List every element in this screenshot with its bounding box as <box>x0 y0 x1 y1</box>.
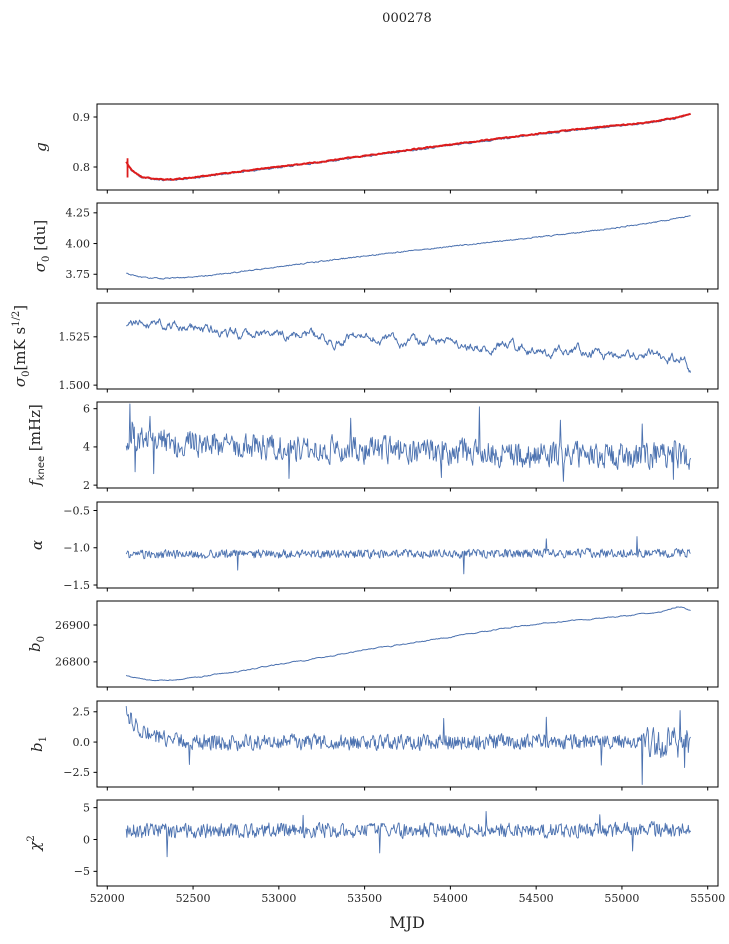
y-axis-label-part: 0 <box>36 636 47 642</box>
series-b0 <box>125 606 691 682</box>
panel-frame <box>96 202 719 290</box>
y-axis-label-part: 1 <box>38 736 49 742</box>
y-tick-label: 1.500 <box>59 379 91 392</box>
y-axis-label-part: σ <box>31 261 49 272</box>
y-tick-label: 0.8 <box>73 161 91 174</box>
y-axis-label-part: α <box>28 540 46 550</box>
y-tick-label: 26900 <box>55 619 90 632</box>
x-tick-label: 54000 <box>433 892 468 905</box>
y-axis-label-part: 1/2 <box>11 311 22 327</box>
x-tick-label: 53000 <box>261 892 296 905</box>
series-sigma0-du <box>126 215 691 280</box>
y-axis-label-part: 0 <box>41 256 52 262</box>
y-axis-label-part: ] <box>11 305 29 311</box>
y-tick-label: −5 <box>74 865 90 878</box>
y-tick-label: 0.9 <box>73 111 91 124</box>
y-axis-label-part: b <box>28 742 46 752</box>
x-tick-label: 55000 <box>604 892 639 905</box>
y-axis-label-part: 2 <box>26 835 37 841</box>
y-tick-label: 3.75 <box>66 268 91 281</box>
y-axis-label-part: f <box>26 478 44 487</box>
x-tick-label: 52000 <box>90 892 125 905</box>
y-tick-label: −2.5 <box>63 766 90 779</box>
x-tick-label: 54500 <box>519 892 554 905</box>
series-gain-fit <box>125 112 692 181</box>
panel-fknee: 2 4 6 fknee [mHz] <box>26 401 719 492</box>
panel-b1: 2.5 0.0 −2.5 b1 <box>28 700 719 791</box>
panel-chi2: 52000 52500 53000 53500 54000 54500 55000 55500… <box>26 799 725 905</box>
y-axis-label-part: knee <box>36 456 47 480</box>
figure-title: 000278 <box>382 11 432 26</box>
panel-frame <box>96 401 719 489</box>
series-alpha <box>125 536 691 575</box>
y-tick-label: 4.25 <box>66 207 91 220</box>
y-tick-label: 26800 <box>55 656 90 669</box>
y-tick-label: −1.5 <box>63 579 90 592</box>
x-axis-label: MJD <box>389 913 425 932</box>
y-axis-label-chi2: χ2 <box>26 835 44 851</box>
panel-frame <box>96 103 719 191</box>
y-tick-label: 2.5 <box>73 706 91 719</box>
x-tick-label: 53500 <box>347 892 382 905</box>
x-tick-label: 52500 <box>176 892 211 905</box>
y-tick-label: 1.525 <box>59 331 91 344</box>
panel-frame <box>96 501 719 589</box>
y-tick-label: 4 <box>83 441 90 454</box>
y-tick-label: 0.0 <box>73 736 91 749</box>
series-b1 <box>125 706 691 785</box>
y-tick-label: −0.5 <box>63 504 90 517</box>
y-tick-label: 0 <box>83 833 90 846</box>
panel-frame <box>96 600 719 688</box>
series-chi2 <box>125 811 691 858</box>
series-sigma0-mks <box>126 318 692 373</box>
panel-frame <box>96 700 719 788</box>
y-axis-label-part: [mHz] <box>26 404 44 456</box>
panel-frame <box>96 799 719 887</box>
panel-sigma0-mks: 1.500 1.525 σ0[mK s1/2] <box>11 302 719 393</box>
y-axis-label-part: σ <box>11 376 29 387</box>
y-axis-label-part: b <box>26 642 44 652</box>
x-tick-label: 55500 <box>690 892 725 905</box>
y-axis-label-part: χ <box>26 841 44 852</box>
y-axis-label-part: 0 <box>21 371 32 377</box>
panel-alpha: −0.5 −1.0 −1.5 α <box>28 501 719 592</box>
y-axis-label-b1: b1 <box>28 736 49 752</box>
panel-b0: 26800 26900 b0 <box>26 600 719 691</box>
y-axis-label-part: [du] <box>31 220 49 256</box>
y-tick-label: 4.00 <box>66 237 91 250</box>
y-axis-label-b0: b0 <box>26 636 47 652</box>
y-axis-label-sigma0-mks: σ0[mK s1/2] <box>11 305 32 387</box>
panel-frame <box>96 302 719 390</box>
y-tick-label: 2 <box>83 479 90 492</box>
series-fknee <box>125 403 692 482</box>
panel-g: 0.8 0.9 g <box>32 103 719 194</box>
series-gain <box>125 113 691 182</box>
y-tick-label: 6 <box>83 402 90 415</box>
y-axis-label-alpha: α <box>28 540 46 550</box>
y-axis-label-sigma0-du: σ0 [du] <box>31 220 52 272</box>
y-axis-label-part: [mK s <box>11 327 29 371</box>
panel-sigma0-du: 3.75 4.00 4.25 σ0 [du] <box>31 202 719 293</box>
y-axis-label-fknee: fknee [mHz] <box>26 404 47 487</box>
y-axis-label-g: g <box>32 142 50 152</box>
y-tick-label: −1.0 <box>63 542 90 555</box>
y-axis-label-part: g <box>32 142 50 152</box>
y-tick-label: 5 <box>83 801 90 814</box>
